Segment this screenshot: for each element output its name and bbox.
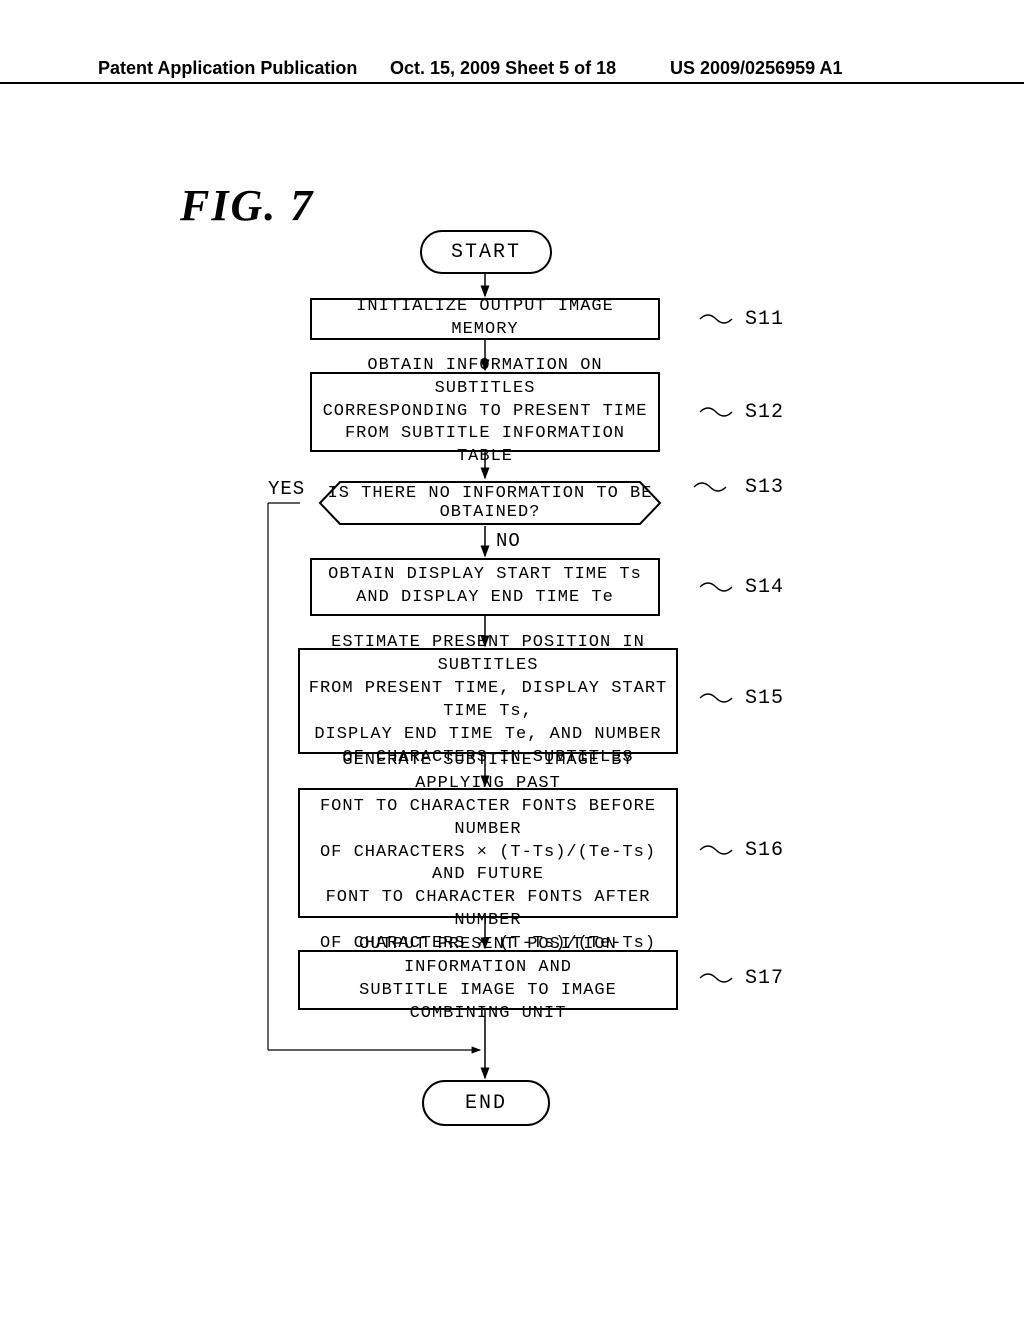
step-s12: OBTAIN INFORMATION ON SUBTITLES CORRESPO…: [310, 372, 660, 452]
flow-end: END: [422, 1080, 550, 1126]
branch-yes: YES: [268, 478, 305, 500]
step-s17: OUTPUT PRESENT POSITION INFORMATION AND …: [298, 950, 678, 1010]
end-text: END: [465, 1092, 507, 1115]
label-s16: S16: [745, 839, 784, 862]
step-s13: IS THERE NO INFORMATION TO BE OBTAINED?: [300, 480, 680, 526]
label-s13: S13: [745, 476, 784, 499]
step-s16-text: GENERATE SUBTITLE IMAGE BY APPLYING PAST…: [306, 750, 670, 956]
branch-no: NO: [496, 530, 521, 552]
label-s15: S15: [745, 687, 784, 710]
label-s17: S17: [745, 967, 784, 990]
label-s11: S11: [745, 308, 784, 331]
start-text: START: [451, 241, 521, 264]
step-s14-text: OBTAIN DISPLAY START TIME Ts AND DISPLAY…: [328, 564, 642, 610]
flow-start: START: [420, 230, 552, 274]
step-s11: INITIALIZE OUTPUT IMAGE MEMORY: [310, 298, 660, 340]
step-s14: OBTAIN DISPLAY START TIME Ts AND DISPLAY…: [310, 558, 660, 616]
step-s13-text: IS THERE NO INFORMATION TO BE OBTAINED?: [300, 484, 680, 522]
step-s12-text: OBTAIN INFORMATION ON SUBTITLES CORRESPO…: [318, 355, 652, 470]
step-s17-text: OUTPUT PRESENT POSITION INFORMATION AND …: [306, 934, 670, 1026]
label-s12: S12: [745, 401, 784, 424]
step-s11-text: INITIALIZE OUTPUT IMAGE MEMORY: [318, 296, 652, 342]
step-s15: ESTIMATE PRESENT POSITION IN SUBTITLES F…: [298, 648, 678, 754]
step-s16: GENERATE SUBTITLE IMAGE BY APPLYING PAST…: [298, 788, 678, 918]
label-s14: S14: [745, 576, 784, 599]
